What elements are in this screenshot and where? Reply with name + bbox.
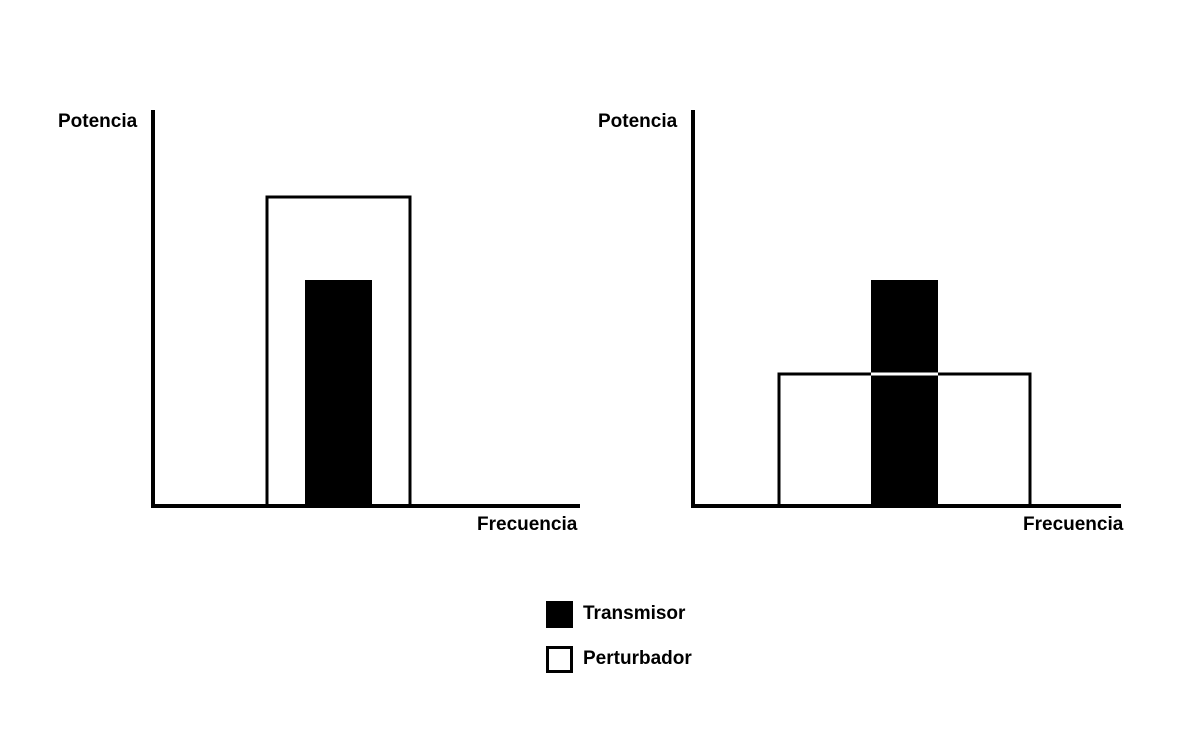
right-diagram-svg [691, 110, 1121, 508]
left-diagram: Potencia Frecuencia [0, 0, 600, 560]
right-transmitter-band [871, 280, 938, 506]
jammer-swatch [546, 645, 573, 673]
left-diagram-svg [151, 110, 580, 508]
left-x-axis-label: Frecuencia [477, 514, 578, 535]
legend-label-jammer: Perturbador [583, 648, 692, 669]
legend-label-transmitter: Transmisor [583, 603, 686, 624]
legend: Transmisor Perturbador [546, 600, 692, 690]
left-y-axis-label: Potencia [58, 111, 138, 132]
legend-item-jammer: Perturbador [546, 645, 692, 673]
left-transmitter-band [305, 280, 372, 506]
legend-item-transmitter: Transmisor [546, 600, 692, 628]
transmitter-swatch [546, 600, 573, 628]
right-x-axis-label: Frecuencia [1023, 514, 1124, 535]
right-diagram: Potencia Frecuencia [598, 110, 1124, 535]
right-y-axis-label: Potencia [598, 111, 678, 132]
